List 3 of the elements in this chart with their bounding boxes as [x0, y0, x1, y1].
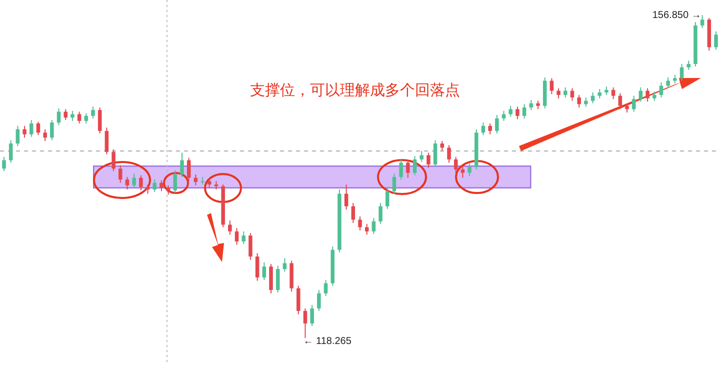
annotation: ← 118.265	[303, 336, 352, 347]
annotation: 支撑位，可以理解成多个回落点	[250, 82, 460, 99]
annotation: 156.850 →	[652, 10, 702, 21]
